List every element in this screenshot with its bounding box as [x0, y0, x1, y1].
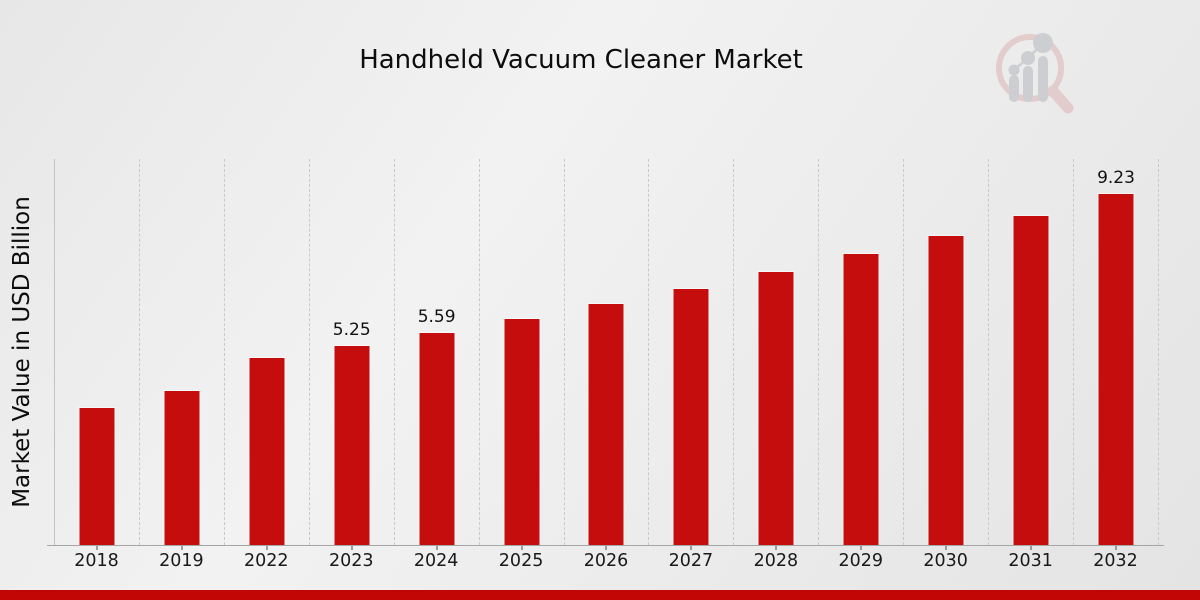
logo-dot-1	[1008, 64, 1020, 76]
logo-bar-1	[1009, 75, 1019, 102]
x-axis-tick-2023	[351, 545, 353, 550]
x-axis-tick-2027	[690, 545, 692, 550]
x-tick-label-2019: 2019	[159, 551, 204, 571]
x-tick-label-2018: 2018	[74, 551, 119, 571]
x-axis-tick-2019	[181, 545, 183, 550]
category-slot-2032: 9.23	[1074, 159, 1159, 550]
category-slot-2026	[565, 159, 650, 550]
x-axis-tick-2024	[436, 545, 438, 550]
y-axis-label: Market Value in USD Billion	[9, 196, 35, 508]
logo-dot-3	[1033, 33, 1053, 53]
category-slot-2030	[904, 159, 990, 550]
bottom-accent-bar	[0, 590, 1200, 600]
bar-2031	[1013, 215, 1049, 545]
category-slot-2028	[734, 159, 820, 550]
bar-2032	[1098, 194, 1134, 545]
category-slot-2024: 5.59	[395, 159, 480, 550]
bar-2028	[758, 272, 794, 545]
x-axis-tick-2032	[1115, 545, 1117, 550]
x-tick-label-2029: 2029	[838, 551, 884, 571]
category-slot-2025	[480, 159, 565, 550]
x-tick-label-2032: 2032	[1093, 551, 1138, 571]
chart-title: Handheld Vacuum Cleaner Market	[359, 45, 803, 75]
category-slot-2022	[225, 159, 310, 550]
category-slot-2031	[989, 159, 1075, 550]
x-tick-label-2024: 2024	[413, 551, 459, 571]
logo-bar-3	[1038, 56, 1048, 102]
bar-2026	[588, 304, 624, 545]
bar-2018	[79, 407, 115, 545]
x-axis-tick-2031	[1030, 545, 1032, 550]
bar-2022	[249, 357, 285, 545]
bar-2023	[334, 345, 370, 545]
bar-2024	[419, 332, 455, 545]
category-slot-2023: 5.25	[310, 159, 395, 550]
x-axis-tick-labels: 2018 2019 2022 2023 2024 2025 2026 2027 2028 2029…	[54, 551, 1158, 571]
bar-value-label-2032: 9.23	[1097, 168, 1135, 189]
bar-value-label-2023: 5.25	[332, 319, 371, 340]
category-slot-2019	[140, 159, 225, 550]
bar-2030	[928, 235, 964, 545]
bar-value-label-2024: 5.59	[417, 306, 456, 327]
category-slot-2029	[819, 159, 905, 550]
bar-2025	[504, 318, 540, 545]
x-tick-label-2023: 2023	[328, 551, 374, 571]
x-tick-label-2028: 2028	[753, 551, 799, 571]
x-axis-line	[47, 545, 1164, 546]
x-axis-tick-2026	[605, 545, 607, 550]
x-tick-label-2031: 2031	[1008, 551, 1053, 571]
logo-dot-2	[1021, 51, 1035, 65]
x-tick-label-2030: 2030	[923, 551, 968, 571]
logo-magnifier-handle	[1047, 85, 1074, 114]
category-slot-2027	[649, 159, 735, 550]
bar-2027	[673, 288, 709, 545]
x-axis-tick-2028	[775, 545, 777, 550]
x-tick-label-2027: 2027	[668, 551, 714, 571]
bar-2019	[164, 391, 200, 545]
x-axis-tick-2029	[860, 545, 862, 550]
x-axis-tick-2030	[945, 545, 947, 550]
x-tick-label-2022: 2022	[244, 551, 289, 571]
x-tick-label-2025: 2025	[498, 551, 544, 571]
brand-logo-icon	[996, 33, 1074, 114]
x-axis-tick-2018	[96, 545, 98, 550]
category-slot-2018	[55, 159, 140, 550]
x-tick-label-2026: 2026	[583, 551, 629, 571]
bar-2029	[843, 254, 879, 545]
x-axis-tick-2025	[521, 545, 523, 550]
plot-area: 5.25 5.59 9.23	[54, 159, 1159, 550]
logo-bar-2	[1023, 66, 1033, 102]
x-axis-tick-2022	[266, 545, 268, 550]
